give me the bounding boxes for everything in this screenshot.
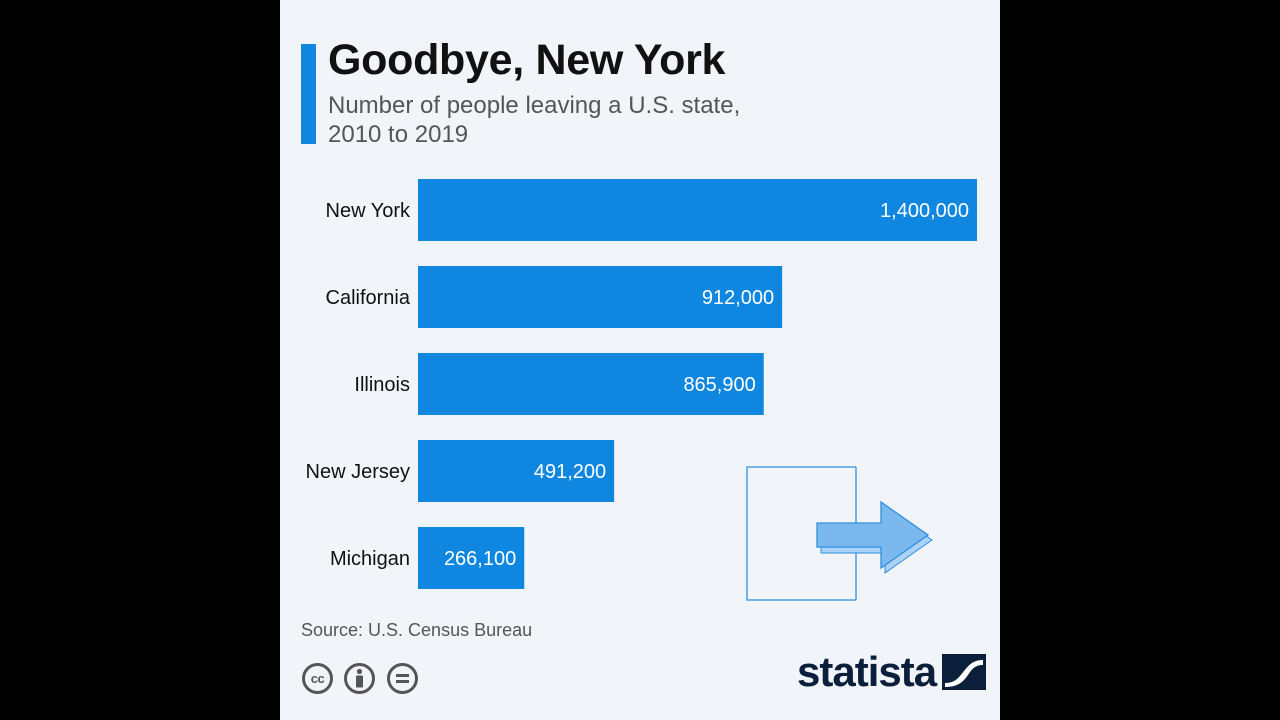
statista-logo: statista <box>797 648 987 695</box>
category-label: New York <box>326 200 411 222</box>
source-note: Source: U.S. Census Bureau <box>301 620 533 640</box>
chart-title: Goodbye, New York <box>328 36 726 84</box>
title-accent-bar <box>301 44 316 144</box>
category-label: New Jersey <box>306 461 410 483</box>
category-label: California <box>326 287 411 309</box>
category-label: Illinois <box>354 374 410 396</box>
infographic-card: Goodbye, New York Number of people leavi… <box>280 0 1000 720</box>
category-label: Michigan <box>330 548 410 570</box>
value-label: 912,000 <box>702 287 774 309</box>
door-frame <box>746 466 856 601</box>
no-derivatives-icon <box>387 663 418 694</box>
cc-icon: cc <box>302 663 333 694</box>
value-label: 1,400,000 <box>880 200 969 222</box>
statista-mark-icon <box>942 654 987 690</box>
bar <box>418 266 783 328</box>
brand-name: statista <box>797 648 937 695</box>
bar-chart: New York 1,400,000 California 912,000 Illino… <box>306 179 977 601</box>
bar <box>418 440 615 502</box>
value-label: 865,900 <box>683 374 755 396</box>
bar <box>418 527 525 589</box>
chart-subtitle-line-2: 2010 to 2019 <box>328 121 469 148</box>
chart-subtitle-line-1: Number of people leaving a U.S. state, <box>328 92 741 119</box>
bar <box>418 353 764 415</box>
value-label: 266,100 <box>444 548 516 570</box>
exit-door-arrow-icon <box>746 466 933 601</box>
exit-arrow <box>816 500 930 570</box>
value-label: 491,200 <box>534 461 606 483</box>
bar <box>418 179 977 241</box>
attribution-icon <box>344 663 375 694</box>
